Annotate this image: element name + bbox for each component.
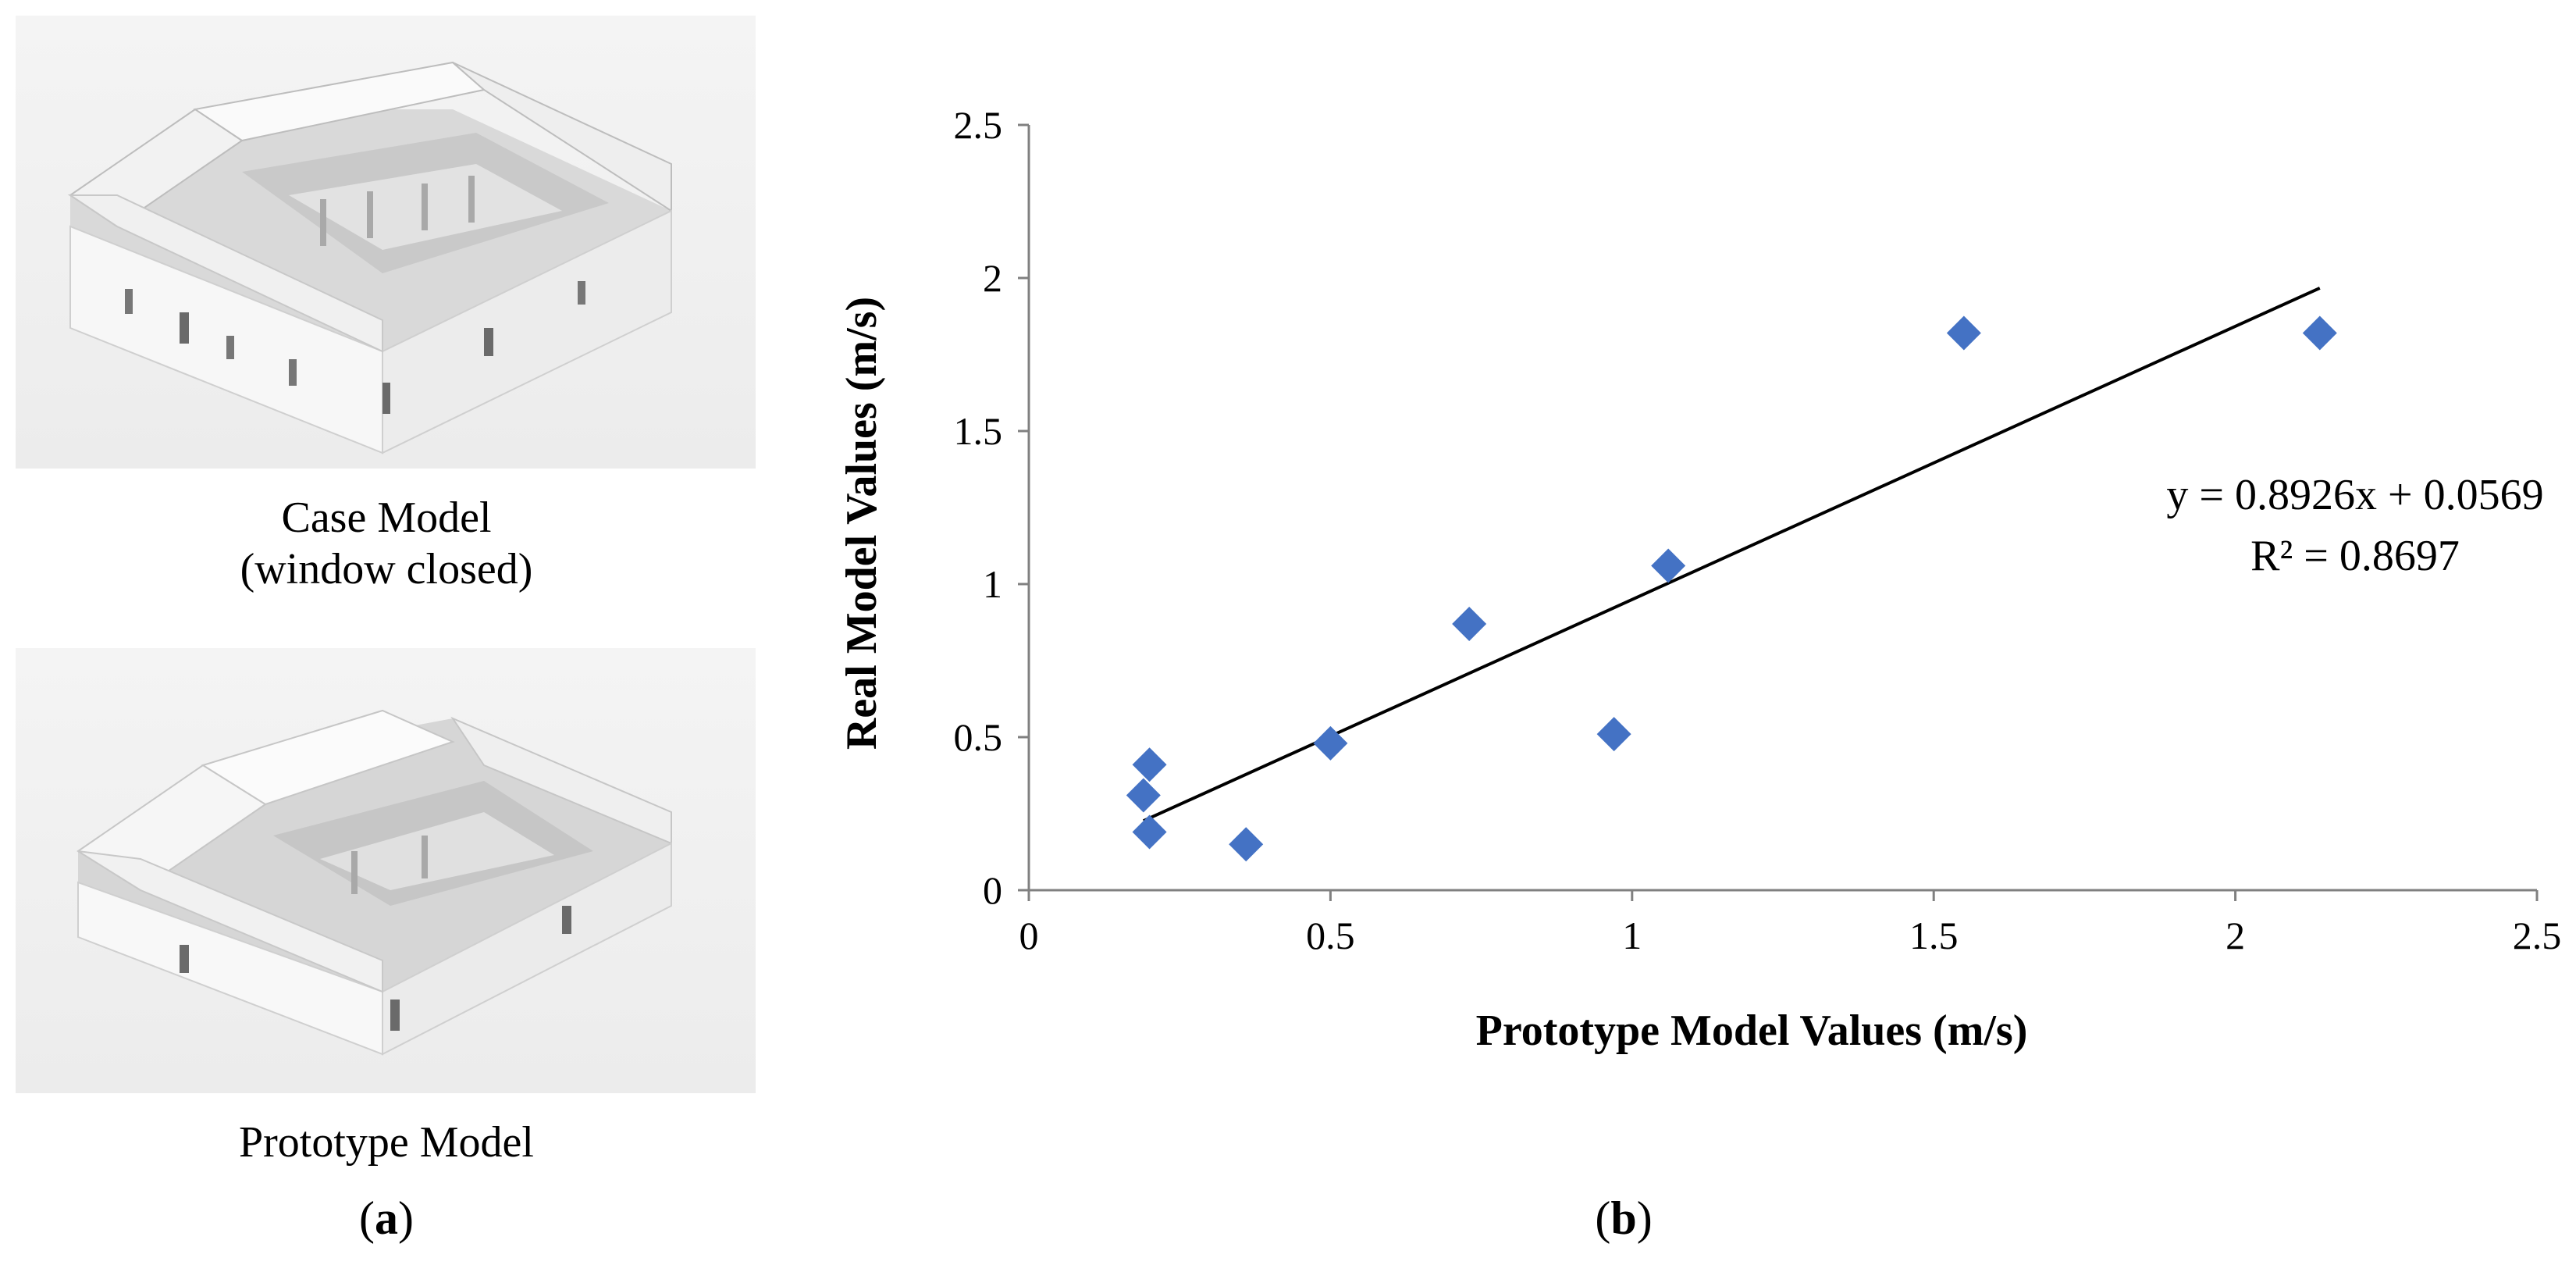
case-caption-line1: Case Model <box>281 494 492 542</box>
x-axis-title: Prototype Model Values (m/s) <box>1476 1007 2028 1055</box>
panel-b-label: (b) <box>1483 1192 1764 1245</box>
data-point <box>1132 814 1167 850</box>
data-point <box>1313 725 1348 761</box>
y-tick-label: 2.5 <box>954 103 1003 147</box>
y-tick-label: 0.5 <box>954 715 1003 759</box>
y-tick-label: 1 <box>983 562 1002 606</box>
panel-a-label-open: ( <box>359 1192 375 1244</box>
panel-a-label-letter: a <box>375 1192 398 1244</box>
data-point <box>2302 315 2337 351</box>
panel-b-label-letter: b <box>1610 1192 1637 1244</box>
data-point <box>1946 315 1981 351</box>
data-point <box>1126 778 1161 813</box>
data-point <box>1651 548 1686 583</box>
y-tick-label: 0 <box>983 868 1002 912</box>
prototype-model-render <box>16 648 756 1093</box>
y-tick-label: 1.5 <box>954 409 1003 453</box>
scatter-chart: 0 0.5 1 1.5 2 2.5 0 0.5 1 1.5 2 2.5 Prototype Model … <box>838 103 2561 1055</box>
case-caption-line2: (window closed) <box>240 545 533 593</box>
x-tick-label: 1 <box>1622 914 1642 957</box>
chart-axes <box>1018 123 2539 901</box>
chart-labels: 0 0.5 1 1.5 2 2.5 0 0.5 1 1.5 2 2.5 Prototype Model … <box>838 103 2561 1055</box>
data-point <box>1452 606 1487 641</box>
y-tick-label: 2 <box>983 256 1002 300</box>
x-tick-label: 0.5 <box>1306 914 1355 957</box>
prototype-model-building-image <box>76 709 672 1056</box>
trendline <box>1143 287 2321 823</box>
panel-a-label-close: ) <box>398 1192 414 1244</box>
x-tick-label: 1.5 <box>1909 914 1959 957</box>
panel-a: Case Model (window closed) <box>0 0 765 1265</box>
trendline-equation: y = 0.8926x + 0.0569 <box>2166 471 2543 519</box>
data-point <box>1229 827 1264 862</box>
panel-b-label-open: ( <box>1595 1192 1611 1244</box>
trendline-group <box>1143 287 2321 823</box>
case-model-caption: Case Model (window closed) <box>0 492 773 595</box>
data-point <box>1132 747 1167 782</box>
y-axis-title: Real Model Values (m/s) <box>838 297 886 750</box>
prototype-caption-text: Prototype Model <box>239 1118 534 1167</box>
x-tick-label: 0 <box>1019 914 1039 957</box>
trendline-r-squared: R² = 0.8697 <box>2250 532 2460 580</box>
case-model-render <box>16 16 756 469</box>
panel-b-label-close: ) <box>1636 1192 1653 1244</box>
prototype-model-caption: Prototype Model <box>0 1117 773 1168</box>
data-point <box>1596 717 1631 752</box>
data-points <box>1126 315 2337 862</box>
x-tick-label: 2.5 <box>2513 914 2562 957</box>
x-tick-label: 2 <box>2226 914 2245 957</box>
panel-a-label: (a) <box>0 1192 773 1245</box>
case-model-building-image <box>67 61 672 454</box>
